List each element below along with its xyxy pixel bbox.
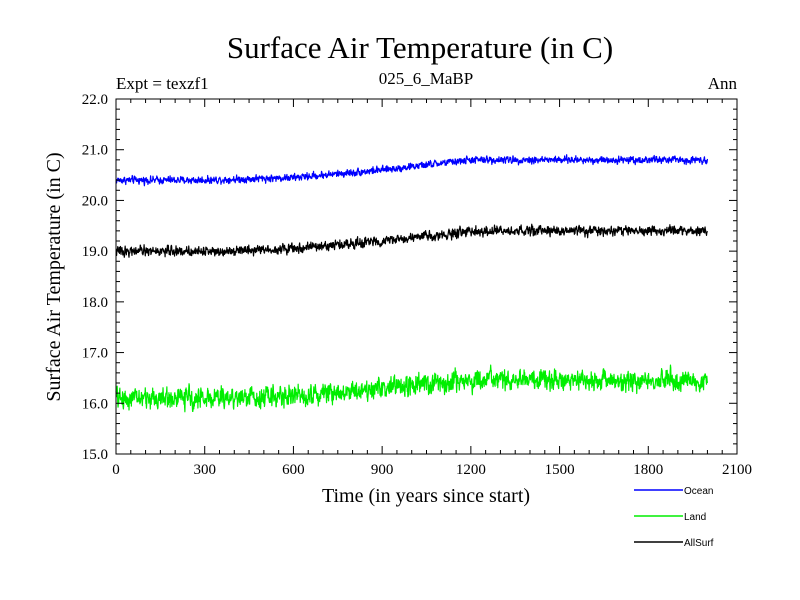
x-tick-label: 1200 [456,462,486,478]
x-tick-label: 0 [112,462,120,478]
y-tick-label: 16.0 [82,396,108,412]
x-axis-label: Time (in years since start) [322,485,530,507]
season-label: Ann [708,74,738,93]
y-tick-label: 20.0 [82,193,108,209]
y-tick-label: 22.0 [82,92,108,108]
series-layer [115,154,709,413]
x-tick-label: 2100 [722,462,752,478]
y-axis-label: Surface Air Temperature (in C) [43,152,65,401]
x-tick-label: 900 [371,462,394,478]
legend: Ocean Land AllSurf [634,486,714,549]
y-tick-label: 18.0 [82,295,108,311]
y-tick-label: 21.0 [82,143,108,159]
tick-label-layer: 0 300 600 900 1200 1500 1800 2100 15.0 16.0 17.0 18… [82,92,752,478]
experiment-label: Expt = texzf1 [116,74,209,93]
legend-label-land: Land [684,512,706,523]
x-tick-label: 600 [282,462,305,478]
series-line-ocean [115,154,709,187]
chart-title: Surface Air Temperature (in C) [227,30,613,65]
legend-label-ocean: Ocean [684,486,713,497]
y-tick-label: 15.0 [82,447,108,463]
series-line-allsurf [115,223,708,258]
run-label: 025_6_MaBP [379,69,473,88]
y-tick-label: 17.0 [82,346,108,362]
y-tick-label: 19.0 [82,244,108,260]
axis-layer [115,98,738,455]
x-tick-label: 300 [193,462,216,478]
x-tick-label: 1800 [633,462,663,478]
legend-label-allsurf: AllSurf [684,538,714,549]
series-line-land [115,364,709,413]
x-tick-label: 1500 [545,462,575,478]
